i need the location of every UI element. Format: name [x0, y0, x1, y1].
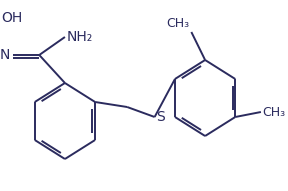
Text: OH: OH: [1, 11, 22, 25]
Text: N: N: [0, 48, 10, 62]
Text: NH₂: NH₂: [67, 30, 93, 44]
Text: CH₃: CH₃: [166, 17, 190, 30]
Text: S: S: [156, 110, 165, 124]
Text: CH₃: CH₃: [263, 105, 286, 118]
